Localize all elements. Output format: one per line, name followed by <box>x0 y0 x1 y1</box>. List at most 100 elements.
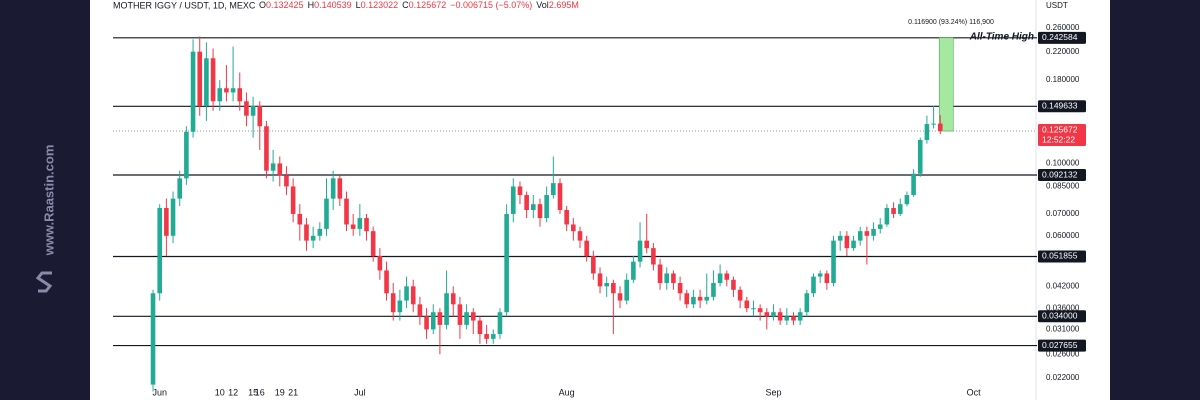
x-tick-label: 16 <box>255 387 265 397</box>
candle-body <box>631 261 636 280</box>
candle-body <box>397 300 403 313</box>
candle-body <box>224 88 229 93</box>
countdown: 12:52:22 <box>1042 134 1075 144</box>
ohlc-legend: O0.132425 H0.140539 L0.123022 C0.125672 −0.0… <box>259 0 579 10</box>
x-tick-label: 19 <box>275 387 285 397</box>
field-key: L <box>356 0 361 10</box>
candle-body <box>537 204 543 219</box>
candle-body <box>877 224 883 229</box>
level-tag <box>1038 169 1086 182</box>
field-value: 0.125672 <box>409 0 447 10</box>
candle-body <box>871 228 876 236</box>
last-price-label: 0.125672 <box>1042 124 1078 134</box>
candle-body <box>350 224 356 229</box>
candle-body <box>677 283 683 294</box>
candle-body <box>691 296 696 305</box>
x-tick-label: Oct <box>967 387 982 397</box>
candle-body <box>757 308 763 313</box>
field-key: O <box>259 0 266 10</box>
candle-body <box>737 289 743 301</box>
candle-body <box>357 218 363 229</box>
candle-body <box>444 293 449 325</box>
candle-body <box>657 264 663 284</box>
range-highlight <box>938 37 954 132</box>
candle-body <box>731 279 736 290</box>
candle-body <box>277 163 283 176</box>
candle-body <box>791 316 796 321</box>
x-tick-label: 21 <box>288 387 298 397</box>
level-tag <box>1038 100 1086 113</box>
candle-body <box>470 312 476 321</box>
symbol: MOTHER IGGY / USDT, 1D, MEXC <box>113 0 256 10</box>
change: −0.006715 (−5.07%) <box>450 0 532 10</box>
x-tick-label: 12 <box>228 387 238 397</box>
candle-body <box>164 208 169 236</box>
candle-body <box>377 256 383 271</box>
candle-body <box>390 293 396 313</box>
candle-body <box>651 248 656 265</box>
candle-body <box>417 304 423 317</box>
candle-body <box>804 293 810 313</box>
candle-body <box>551 183 556 196</box>
candle-body <box>184 131 189 179</box>
candle-body <box>611 283 616 294</box>
field-value: 0.123022 <box>361 0 399 10</box>
candle-body <box>150 293 156 385</box>
candle-body <box>664 273 670 284</box>
candle-body <box>744 300 750 309</box>
level-label: 0.092132 <box>1042 169 1078 179</box>
range-annotation: 0.116900 (93.24%) 116,900 <box>908 19 994 26</box>
candle-body <box>831 240 836 284</box>
x-tick-label: 15 <box>248 387 258 397</box>
candle-body <box>624 279 630 301</box>
level-tag <box>1038 31 1086 44</box>
last-price-tag <box>1038 124 1086 147</box>
logo-shape <box>35 271 53 293</box>
candle-body <box>644 240 650 249</box>
candle-body <box>577 231 583 241</box>
level-label: 0.034000 <box>1042 311 1078 321</box>
candle-body <box>784 316 790 321</box>
candle-body <box>517 186 523 196</box>
volume: 2.695M <box>549 0 579 10</box>
candle-body <box>604 283 609 287</box>
level-label: 0.051855 <box>1042 251 1078 261</box>
x-tick-label: Jun <box>152 387 167 397</box>
candle-body <box>290 186 296 214</box>
candle-body <box>497 312 503 335</box>
candle-body <box>697 296 703 301</box>
x-tick-label: Sep <box>765 387 781 397</box>
candle-body <box>904 195 910 205</box>
candle-body <box>297 213 303 225</box>
candle-body <box>270 163 276 171</box>
candle-body <box>324 198 329 229</box>
candle-body <box>857 231 863 241</box>
candle-body <box>717 273 723 284</box>
ath-label: All-Time High <box>969 32 1034 43</box>
candle-body <box>244 101 249 116</box>
y-tick-label: 0.260000 <box>1046 23 1080 32</box>
candle-body <box>711 283 716 297</box>
candle-body <box>257 105 263 127</box>
candle-body <box>524 195 529 210</box>
candle-body <box>724 273 730 280</box>
field-value: 0.140539 <box>314 0 352 10</box>
candle-body <box>170 198 176 236</box>
candle-body <box>837 235 843 241</box>
candle-body <box>317 228 323 236</box>
candle-body <box>437 312 443 325</box>
candle-body <box>597 273 603 287</box>
candle-body <box>404 286 409 301</box>
candle-body <box>230 88 236 93</box>
candle-body <box>617 293 623 301</box>
candle-body <box>210 58 216 102</box>
candle-body <box>337 178 343 199</box>
y-tick-label: 0.220000 <box>1046 47 1080 56</box>
candle-body <box>504 213 509 313</box>
candle-body <box>817 273 823 277</box>
candle-body <box>864 231 870 236</box>
candle-body <box>370 231 376 257</box>
candle-body <box>897 204 903 214</box>
currency: USDT <box>1046 1 1068 10</box>
